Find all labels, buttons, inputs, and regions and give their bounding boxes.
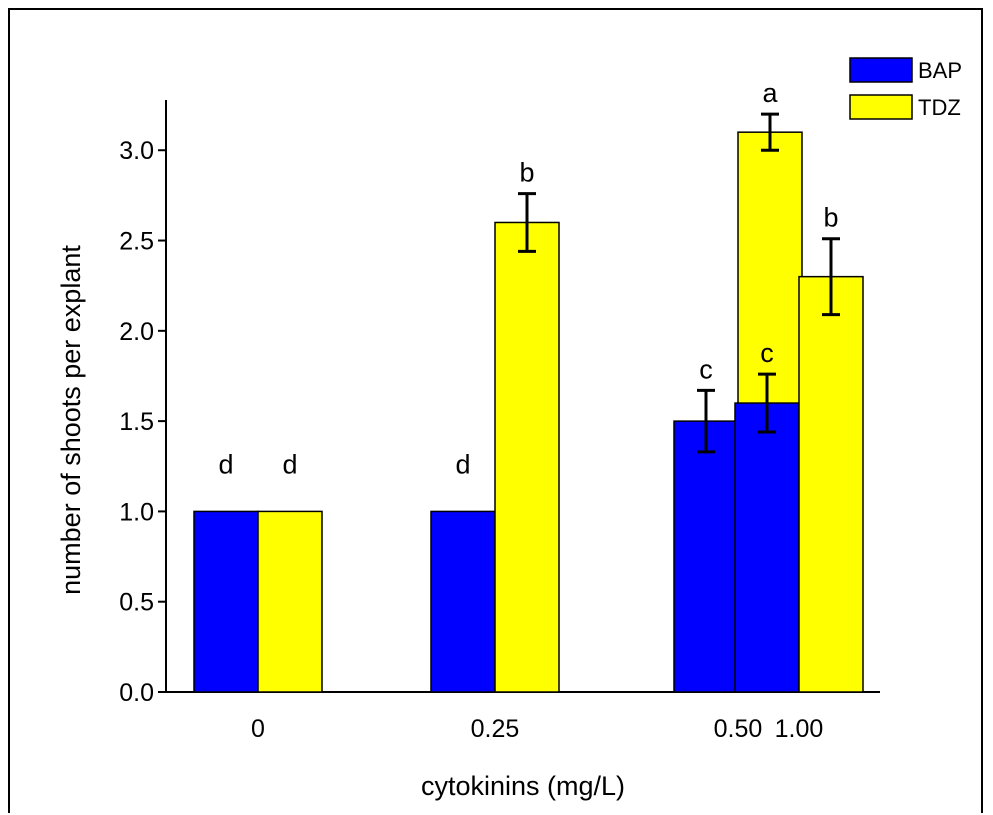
significance-letter: c: [760, 338, 774, 368]
x-tick-labels: 0 0.25 0.50 1.00: [251, 715, 823, 743]
y-tick-label: 1.5: [119, 408, 154, 436]
y-tick-label: 1.0: [119, 498, 154, 526]
significance-letter: a: [762, 78, 778, 108]
x-tick-label: 0: [251, 715, 265, 743]
y-tick-label: 0.0: [119, 679, 154, 707]
significance-letter: d: [282, 449, 297, 479]
error-bar-tdz-2: [761, 112, 779, 152]
legend-label-bap: BAP: [918, 58, 962, 83]
bar-bap-0: [193, 510, 259, 693]
x-tick-label: 1.00: [775, 715, 824, 743]
bar-bap-1: [430, 510, 496, 693]
bar-tdz-3: [798, 275, 864, 693]
significance-letter: c: [699, 354, 713, 384]
significance-letters: d d d b c a c b: [218, 78, 838, 479]
error-bar-tdz-3: [822, 237, 840, 317]
x-tick-label: 0.25: [471, 715, 520, 743]
error-bar-tdz-1: [518, 192, 536, 253]
y-tick-label: 0.5: [119, 589, 154, 617]
bar-tdz-1: [494, 221, 560, 693]
legend: BAP TDZ: [849, 57, 962, 120]
legend-label-tdz: TDZ: [918, 95, 961, 120]
error-bars: [518, 112, 840, 454]
bar-tdz-0: [257, 510, 323, 693]
bar-bap-2: [673, 420, 739, 693]
bar-bap-3: [734, 402, 800, 693]
y-axis-title: number of shoots per explant: [56, 245, 86, 595]
significance-letter: d: [455, 449, 470, 479]
y-tick-label: 3.0: [119, 137, 154, 165]
significance-letter: b: [823, 203, 838, 233]
legend-swatch-bap: [849, 57, 913, 83]
figure-frame: [8, 8, 983, 813]
y-tick-labels: 0.0 0.5 1.0 1.5 2.0 2.5 3.0: [119, 137, 166, 707]
legend-swatch-tdz: [849, 94, 913, 120]
bars: [193, 131, 864, 693]
x-tick-label: 0.50: [714, 715, 763, 743]
y-tick-label: 2.5: [119, 228, 154, 256]
y-tick-label: 2.0: [119, 318, 154, 346]
significance-letter: d: [218, 449, 233, 479]
error-bar-bap-3: [758, 372, 776, 434]
error-bar-bap-2: [697, 388, 715, 454]
significance-letter: b: [519, 158, 534, 188]
x-axis-title: cytokinins (mg/L): [421, 771, 625, 801]
